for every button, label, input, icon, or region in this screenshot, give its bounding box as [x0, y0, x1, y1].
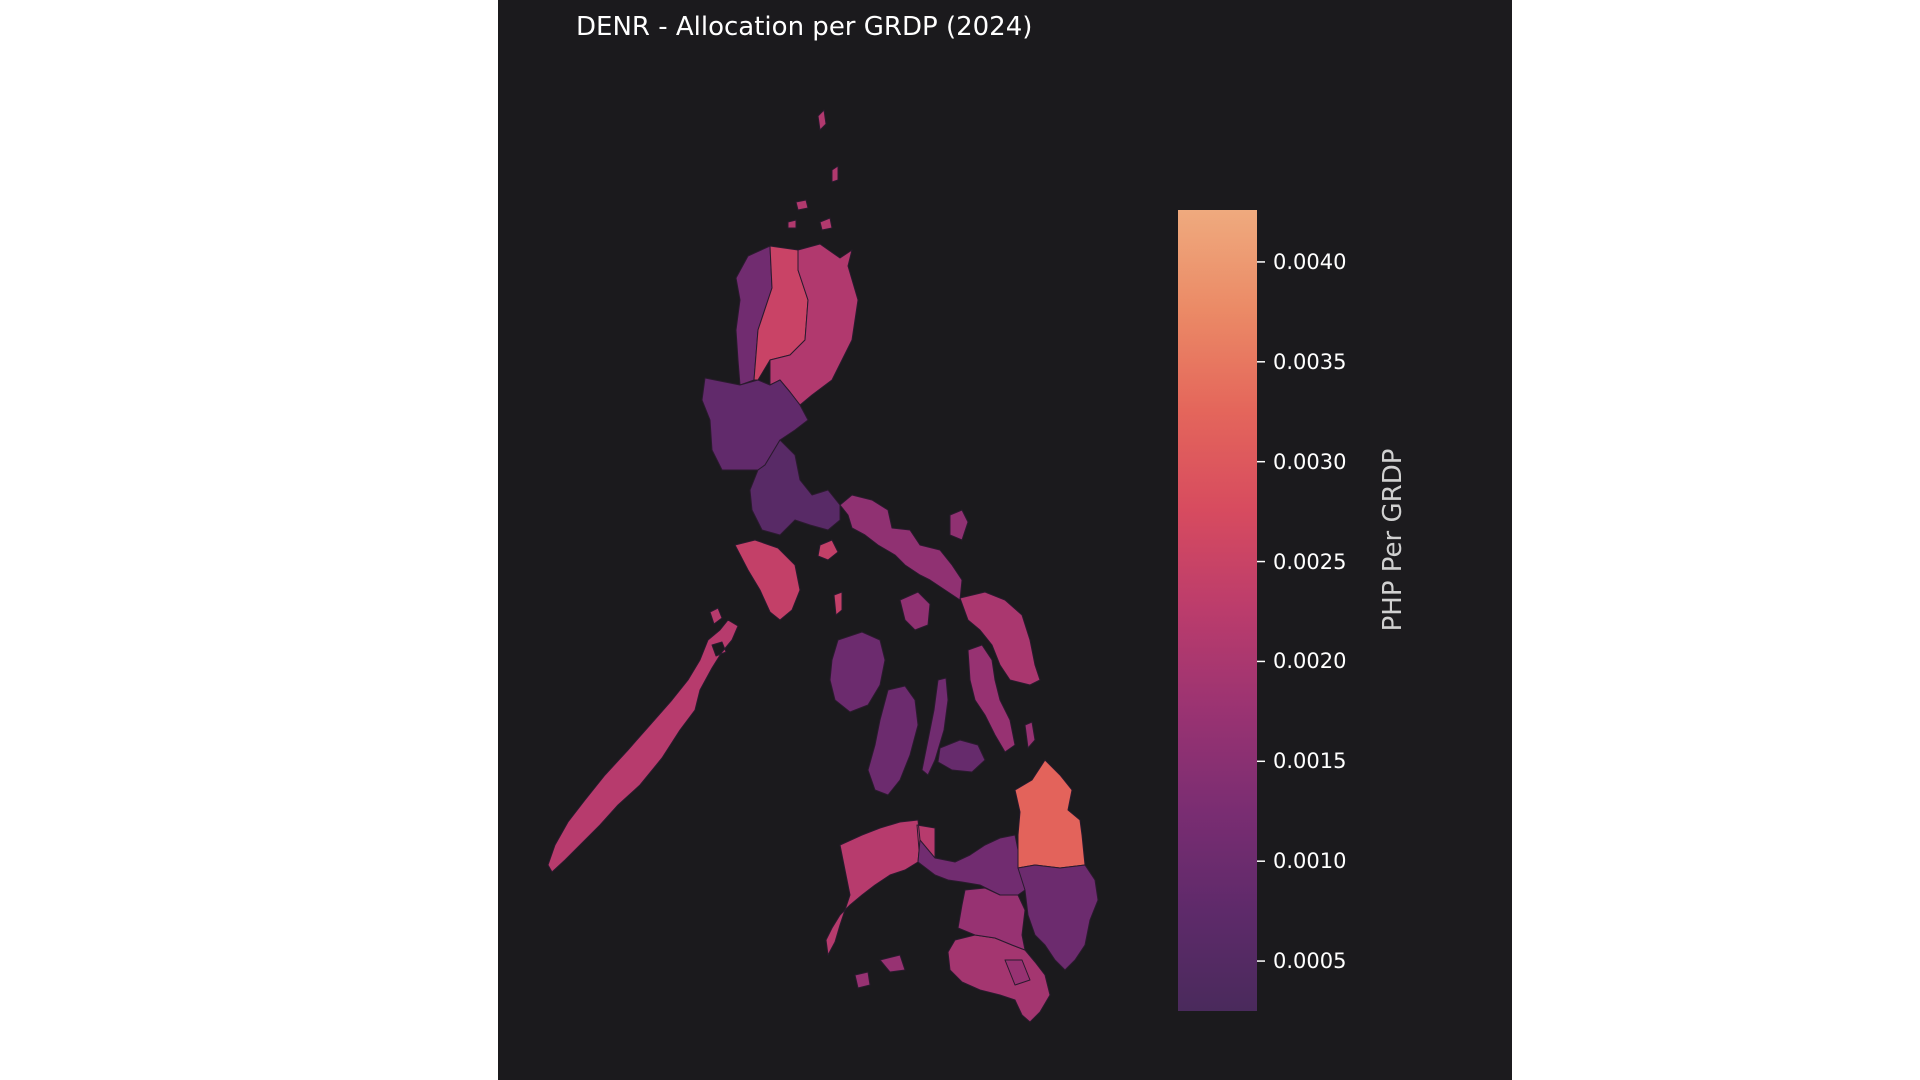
- colorbar-tick-label: 0.0005: [1273, 949, 1347, 974]
- colorbar-tick-label: 0.0010: [1273, 849, 1347, 874]
- region-bohol[interactable]: [937, 739, 986, 773]
- region-leyte[interactable]: [967, 644, 1036, 753]
- colorbar-tick-label: 0.0035: [1273, 349, 1347, 374]
- region-bicol[interactable]: [839, 494, 963, 601]
- colorbar-tick-label: 0.0030: [1273, 449, 1347, 474]
- region-western-visayas[interactable]: [829, 631, 886, 713]
- region-babuyan-islands[interactable]: [787, 199, 833, 231]
- region-romblon[interactable]: [833, 591, 843, 616]
- region-calabarzon[interactable]: [749, 439, 841, 536]
- region-cagayan-valley[interactable]: [769, 243, 859, 406]
- map-title: DENR - Allocation per GRDP (2024): [576, 12, 1033, 42]
- region-negros[interactable]: [867, 685, 919, 796]
- colorbar-tick-label: 0.0020: [1273, 649, 1347, 674]
- colorbar-tick-label: 0.0015: [1273, 749, 1347, 774]
- region-mindoro[interactable]: [734, 539, 801, 621]
- region-palawan[interactable]: [547, 607, 739, 873]
- region-samar[interactable]: [959, 591, 1041, 686]
- region-batanes-islands[interactable]: [817, 109, 839, 183]
- colorbar-ticks: [1257, 261, 1265, 962]
- colorbar-label: PHP Per GRDP: [1378, 448, 1408, 632]
- region-caraga[interactable]: [1014, 759, 1086, 869]
- region-masbate[interactable]: [899, 591, 931, 631]
- region-davao[interactable]: [1017, 864, 1099, 971]
- region-cebu[interactable]: [921, 677, 949, 776]
- region-catanduanes[interactable]: [949, 509, 969, 541]
- region-barmm[interactable]: [854, 887, 1031, 989]
- region-marinduque[interactable]: [817, 539, 839, 561]
- colorbar-gradient: [1178, 210, 1257, 1011]
- colorbar-tick-label: 0.0040: [1273, 249, 1347, 274]
- colorbar-tick-label: 0.0025: [1273, 549, 1347, 574]
- region-central-luzon[interactable]: [701, 377, 809, 471]
